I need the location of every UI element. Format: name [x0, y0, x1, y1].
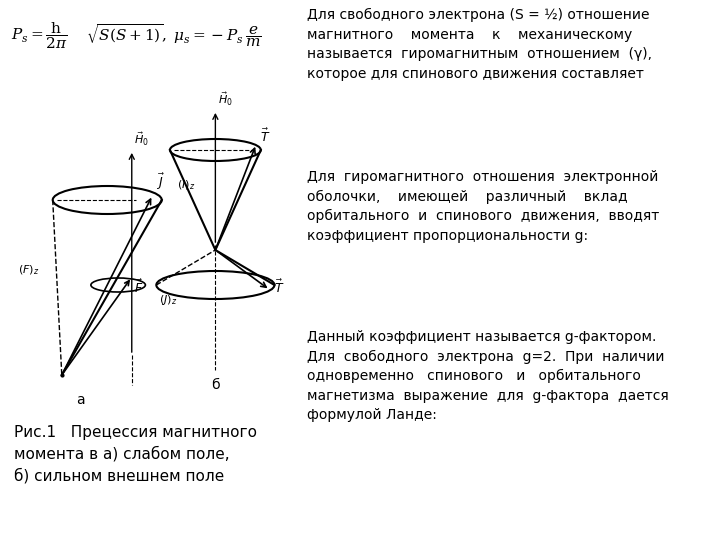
Text: а: а: [76, 393, 84, 407]
Text: $\sqrt{S(S+1)},\;\mu_s = -P_s\,\dfrac{e}{m}$: $\sqrt{S(S+1)},\;\mu_s = -P_s\,\dfrac{e}…: [86, 22, 262, 49]
Text: Рис.1   Прецессия магнитного
момента в а) слабом поле,
б) сильном внешнем поле: Рис.1 Прецессия магнитного момента в а) …: [14, 425, 256, 484]
Text: б: б: [211, 378, 220, 392]
Text: $\vec{T}$: $\vec{T}$: [274, 279, 284, 296]
Text: $\vec{H}_0$: $\vec{H}_0$: [218, 91, 233, 108]
Text: $\vec{J}$: $\vec{J}$: [156, 172, 166, 192]
Text: $(F)_z$: $(F)_z$: [18, 263, 40, 277]
Text: Для свободного электрона (S = ½) отношение
магнитного    момента    к    механич: Для свободного электрона (S = ½) отношен…: [307, 8, 652, 80]
Text: $\vec{F}$: $\vec{F}$: [135, 279, 144, 296]
Text: Данный коэффициент называется g-фактором.
Для  свободного  электрона  g=2.  При : Данный коэффициент называется g-фактором…: [307, 330, 669, 422]
Text: Для  гиромагнитного  отношения  электронной
оболочки,    имеющей    различный   : Для гиромагнитного отношения электронной…: [307, 170, 660, 243]
Text: $\vec{H}_0$: $\vec{H}_0$: [135, 131, 149, 148]
Text: $(J)_z$: $(J)_z$: [159, 293, 177, 307]
Text: $(I)_z$: $(I)_z$: [177, 178, 195, 192]
Text: $\vec{T}$: $\vec{T}$: [260, 128, 270, 145]
Text: $P_s = \dfrac{\mathrm{h}}{2\pi}$: $P_s = \dfrac{\mathrm{h}}{2\pi}$: [11, 20, 68, 51]
